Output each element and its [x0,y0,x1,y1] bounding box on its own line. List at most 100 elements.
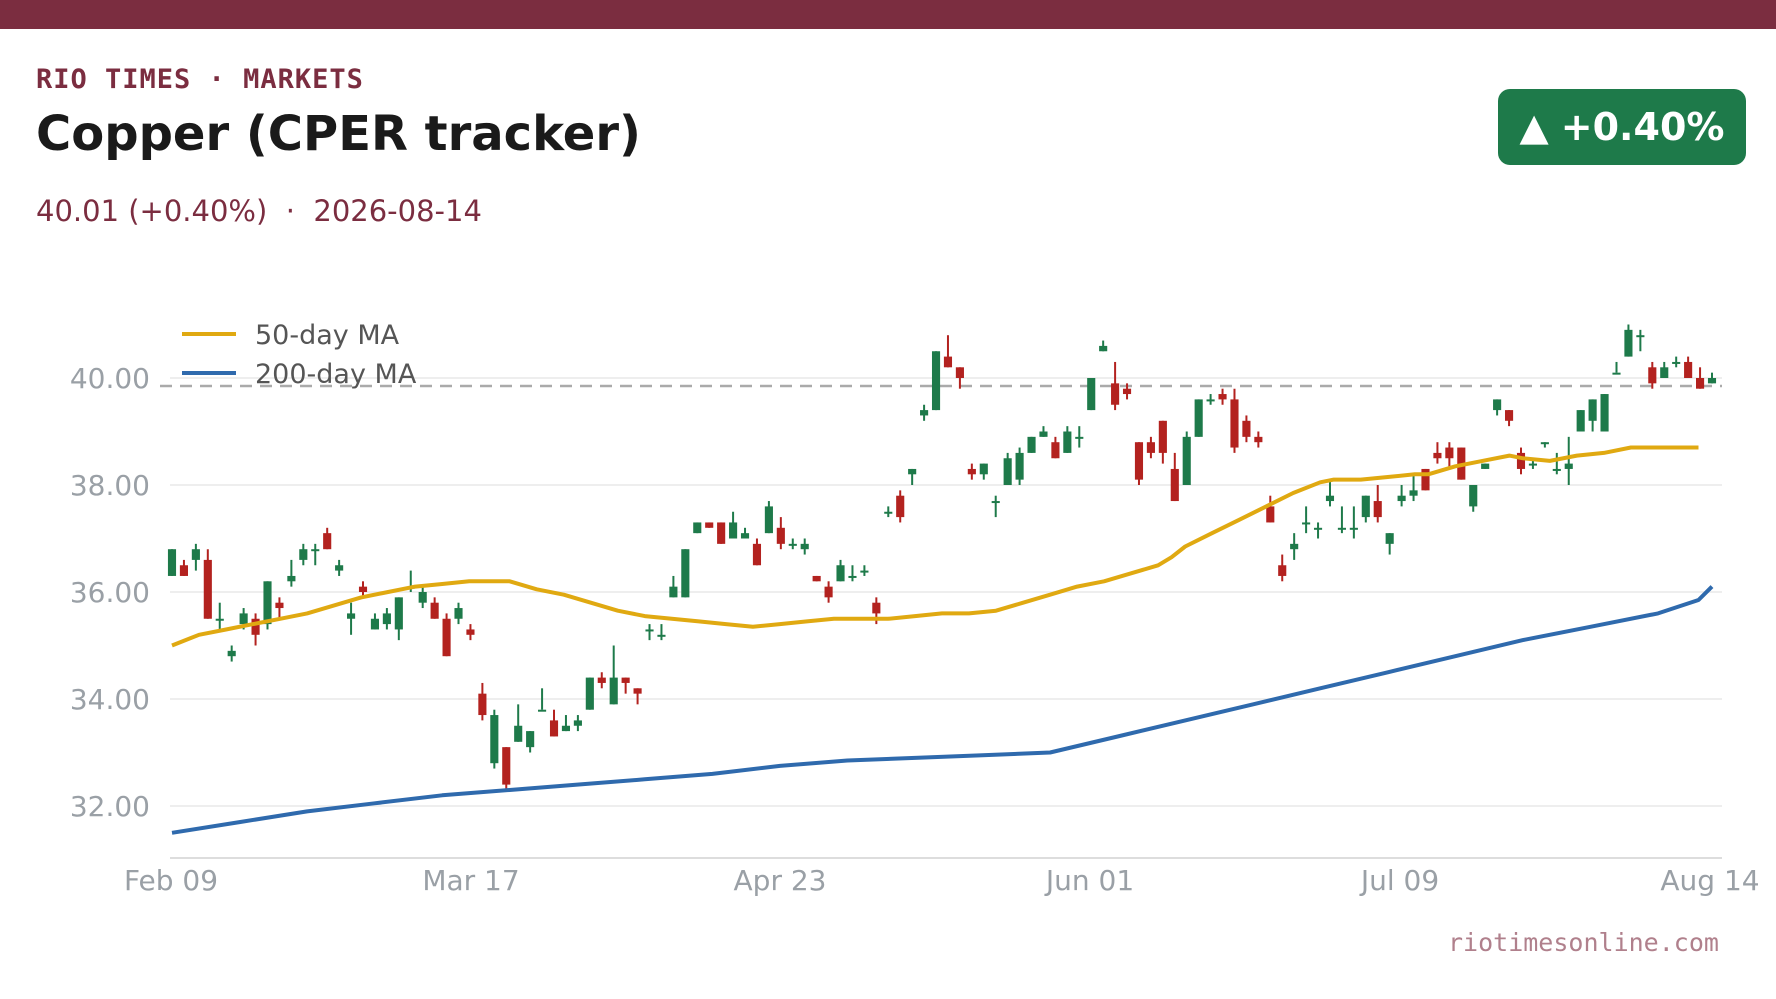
candle-body [561,725,571,732]
candle-body [764,506,773,534]
x-tick-label: Feb 09 [124,864,218,897]
candle-body [1218,394,1227,400]
candle-body [1170,468,1179,502]
candle-body [203,559,212,619]
candle-body [358,586,368,592]
candle-body [1684,361,1693,378]
candle-body [633,688,642,694]
candle-body [1361,495,1370,518]
publication-kicker: RIO TIMES · MARKETS [36,64,364,95]
source-footer: riotimesonline.com [1448,928,1719,957]
candle-body [1528,463,1537,466]
candle-body [1099,345,1108,352]
candle-body [1516,452,1526,469]
candle-body [1445,447,1454,459]
candle-body [896,495,905,518]
candle-body [347,613,356,619]
candle-body [466,629,475,635]
candle-body [1433,452,1442,459]
change-badge-value: +0.40% [1560,105,1725,149]
candle-body [1397,495,1406,502]
candle-body [693,522,702,534]
legend-label: 50-day MA [255,320,400,351]
candle-body [1481,463,1490,469]
ma50-line [171,445,1699,648]
candle-body [872,602,881,614]
candle-body [800,543,809,550]
candle-body [1337,527,1346,530]
candle-body [1182,436,1191,485]
y-tick-label: 32.00 [70,790,150,823]
candle-body [1552,468,1561,471]
candle-body [1696,378,1705,389]
candle-body [1469,485,1478,507]
change-badge: ▲ +0.40% [1498,89,1746,165]
candle-body [657,634,666,637]
candle-body [1111,383,1120,405]
candle-body [167,549,177,576]
candle-body [621,677,630,683]
candle-body [1624,329,1633,357]
candle-body [1707,378,1717,384]
top-brand-bar [0,0,1776,29]
candle-body [1063,431,1072,453]
candle-body [681,549,690,598]
candle-body [609,677,618,705]
up-arrow-icon: ▲ [1519,105,1549,149]
candle-body [717,522,726,544]
candle-body [1636,335,1645,338]
candle-body [848,575,857,578]
candle-body [1349,527,1358,530]
candle-body [1325,495,1335,502]
candle-body [1588,399,1597,421]
candle-body [1242,420,1251,437]
candle-body [179,565,188,576]
candle-body [1660,367,1669,378]
candle-body [943,356,953,368]
candle-body [215,618,224,621]
candle-body [1158,420,1167,453]
candle-body [860,570,869,573]
candle-body [1075,436,1084,439]
candle-body [287,575,296,582]
candle-body [299,549,308,560]
candle-body [740,533,750,539]
candle-body [239,613,248,625]
candle-body [275,602,284,609]
candle-body [991,501,1000,504]
candle-body [1194,399,1203,437]
candle-body [788,543,797,546]
candle-body [597,677,606,683]
candle-body [1504,410,1514,421]
candle-body [526,731,535,748]
candle-body [549,720,559,737]
candle-body [394,597,403,630]
candle-body [191,549,200,560]
candle-body [585,677,594,710]
candle-body [502,747,511,785]
candle-body [920,410,929,416]
candle-body [573,720,582,726]
candle-body [538,709,547,712]
x-tick-label: Apr 23 [734,864,827,897]
candle-body [1266,506,1275,523]
candle-body [1493,399,1502,411]
candle-body [1087,378,1096,411]
x-tick-label: Jul 09 [1359,864,1439,897]
candle-body [1039,431,1048,437]
price-subtitle: 40.01 (+0.40%) · 2026-08-14 [36,194,482,228]
candle-body [1122,388,1132,395]
chart-title: Copper (CPER tracker) [36,106,641,162]
y-tick-label: 36.00 [70,576,150,609]
candle-body [490,715,499,764]
candle-body [370,618,380,630]
candle-body [776,527,785,544]
candle-body [251,618,260,635]
y-tick-label: 34.00 [70,683,150,716]
candle-body [931,351,941,411]
candle-body [1134,442,1144,480]
candle-body [1003,458,1012,485]
candle-body [1302,522,1311,525]
candle-body [1015,452,1024,480]
